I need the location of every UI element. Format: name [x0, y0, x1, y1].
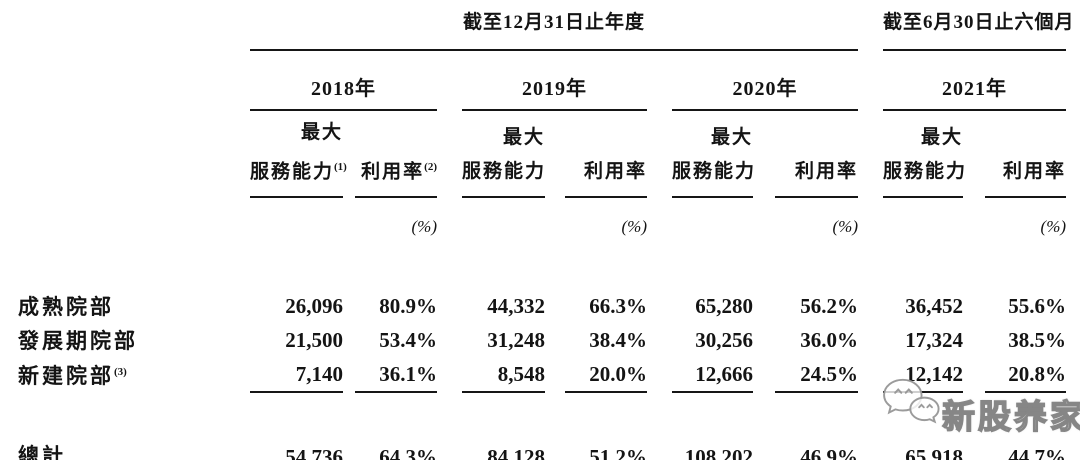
year-header-2019: 2019年: [462, 50, 647, 111]
table-row-total: 總計 54,736 64.3% 84,128 51.2% 108,202 46.…: [0, 437, 1080, 460]
total-value: 84,128: [487, 445, 545, 460]
year-header-2020: 2020年: [672, 50, 858, 111]
unit-cell: [462, 197, 545, 249]
total-value: 46.9%: [800, 445, 858, 460]
footnote-3-marker: (3): [114, 365, 127, 378]
footnote-1-marker: (1): [334, 160, 347, 173]
table-row-developing-hospitals: 發展期院部 21,500 53.4% 31,248 38.4% 30,256 3…: [0, 323, 1080, 357]
cell-value: 26,096: [285, 293, 343, 318]
total-value: 64.3%: [379, 445, 437, 460]
cell-value: 30,256: [695, 327, 753, 352]
total-label: 總計: [18, 444, 66, 460]
total-value: 108,202: [684, 445, 753, 460]
cell-value: 65,280: [695, 293, 753, 318]
total-value: 54,736: [285, 445, 343, 460]
cell-value: 20.0%: [565, 357, 647, 393]
column-header-capacity: 最大 服務能力: [672, 110, 754, 198]
period-header-annual: 截至12月31日止年度: [250, 0, 858, 51]
row-label: 成熟院部: [18, 295, 114, 319]
year-header-2018: 2018年: [250, 50, 437, 111]
unit-cell: [672, 197, 753, 249]
cell-value: 20.8%: [985, 357, 1067, 393]
unit-cell: [883, 197, 963, 249]
year-header-2021: 2021年: [883, 50, 1067, 111]
total-value: 65,918: [905, 445, 963, 460]
cell-value: 66.3%: [589, 293, 647, 318]
year-header-row: 2018年 2019年 2020年 2021年: [0, 50, 1080, 111]
footnote-2-marker: (2): [424, 160, 437, 173]
unit-cell-percent: (%): [832, 216, 858, 236]
cell-value: 38.4%: [589, 327, 647, 352]
cell-value: 44,332: [487, 293, 545, 318]
column-header-utilization: 利用率: [775, 110, 858, 198]
table-row-mature-hospitals: 成熟院部 26,096 80.9% 44,332 66.3% 65,280 56…: [0, 289, 1080, 323]
row-label: 發展期院部: [18, 329, 138, 353]
unit-row: (%) (%) (%) (%): [0, 197, 1080, 249]
cell-value: 38.5%: [1008, 327, 1067, 352]
cell-value: 80.9%: [379, 293, 437, 318]
cell-value: 24.5%: [775, 357, 858, 393]
period-header-interim: 截至6月30日止六個月: [883, 0, 1074, 51]
column-header-utilization: 利用率(2): [355, 110, 437, 198]
column-header-utilization: 利用率: [985, 110, 1067, 198]
cell-value: 12,666: [672, 357, 753, 393]
cell-value: 7,140: [250, 357, 343, 393]
cell-value: 17,324: [905, 327, 963, 352]
row-label: 新建院部(3): [18, 363, 127, 388]
cell-value: 36.0%: [800, 327, 858, 352]
column-header-capacity: 最大 服務能力(1): [250, 110, 347, 198]
cell-value: 31,248: [487, 327, 545, 352]
cell-value: 36,452: [905, 293, 963, 318]
cell-value: 53.4%: [379, 327, 437, 352]
cell-value: 36.1%: [355, 357, 437, 393]
unit-cell-percent: (%): [411, 216, 437, 236]
total-value: 51.2%: [589, 445, 647, 460]
column-header-row: 最大 服務能力(1) 利用率(2) 最大 服務能力 利用率 最大 服務能力 利用率 最…: [0, 110, 1080, 198]
cell-value: 55.6%: [1008, 293, 1067, 318]
cell-value: 56.2%: [800, 293, 858, 318]
column-header-capacity: 最大 服務能力: [883, 110, 965, 198]
unit-cell-percent: (%): [1040, 216, 1067, 236]
period-header-row: 截至12月31日止年度 截至6月30日止六個月: [0, 0, 1080, 51]
cell-value: 21,500: [285, 327, 343, 352]
unit-cell-percent: (%): [621, 216, 647, 236]
cell-value: 8,548: [462, 357, 545, 393]
total-value: 44.7%: [1008, 445, 1067, 460]
table-row-new-hospitals: 新建院部(3) 7,140 36.1% 8,548 20.0% 12,666 2…: [0, 357, 1080, 393]
column-header-capacity: 最大 服務能力: [462, 110, 545, 198]
cell-value: 12,142: [883, 357, 963, 393]
unit-cell: [250, 197, 343, 249]
column-header-utilization: 利用率: [565, 110, 647, 198]
